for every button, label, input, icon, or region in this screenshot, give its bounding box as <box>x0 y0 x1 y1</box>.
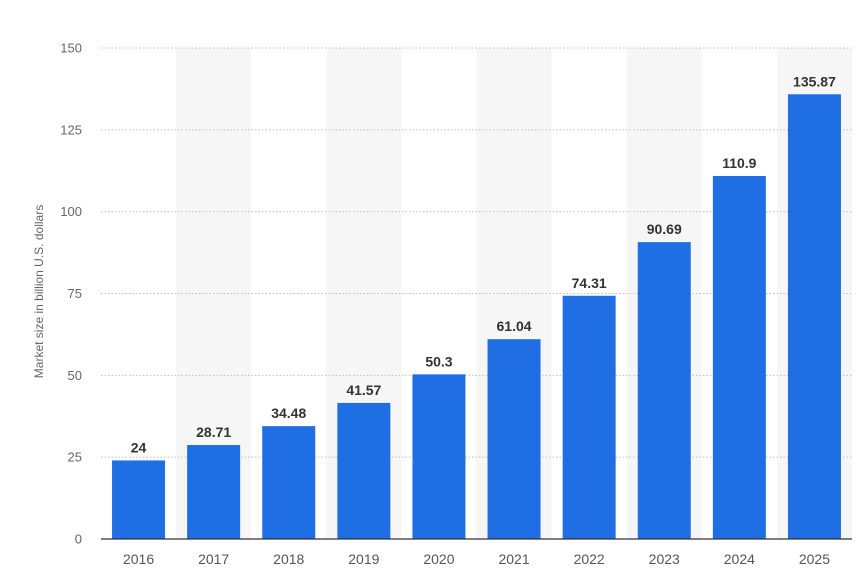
bars <box>112 94 841 539</box>
y-tick-label-75: 75 <box>68 286 82 301</box>
y-tick-label-150: 150 <box>60 41 82 56</box>
y-tick-label-100: 100 <box>60 204 82 219</box>
bar-2019 <box>337 402 391 539</box>
y-axis-title: Market size in billion U.S. dollars <box>32 205 46 378</box>
x-tick-label-2017: 2017 <box>198 551 229 567</box>
bar-2018 <box>262 426 316 539</box>
y-tick-label-50: 50 <box>68 368 82 383</box>
bar-2016 <box>112 460 166 539</box>
y-tick-label-125: 125 <box>60 122 82 137</box>
bar-2025 <box>787 94 841 539</box>
data-label-2020: 50.3 <box>425 353 452 369</box>
data-label-2019: 41.57 <box>346 382 381 398</box>
data-label-2018: 34.48 <box>271 405 306 421</box>
data-label-2024: 110.9 <box>722 155 756 171</box>
data-label-2017: 28.71 <box>196 424 231 440</box>
bar-2020 <box>412 374 466 539</box>
bar-2022 <box>562 295 616 539</box>
data-label-2021: 61.04 <box>497 318 532 334</box>
data-labels: 24 28.71 34.48 41.57 50.3 61.04 74.31 90.69 110.… <box>131 73 836 455</box>
x-tick-label-2024: 2024 <box>724 551 755 567</box>
y-tick-label-25: 25 <box>68 450 82 465</box>
bar-2023 <box>637 242 691 539</box>
data-label-2022: 74.31 <box>572 275 607 291</box>
x-tick-label-2025: 2025 <box>799 551 830 567</box>
y-axis-ticks: 0 25 50 75 100 125 150 <box>60 41 82 547</box>
x-tick-label-2021: 2021 <box>498 551 529 567</box>
x-axis-ticks: 2016 2017 2018 2019 2020 2021 2022 2023 2024 2025 <box>123 551 830 567</box>
x-tick-label-2022: 2022 <box>574 551 605 567</box>
x-tick-label-2018: 2018 <box>273 551 304 567</box>
x-tick-label-2019: 2019 <box>348 551 379 567</box>
gridlines <box>101 47 852 458</box>
data-label-2023: 90.69 <box>647 221 682 237</box>
bar-2024 <box>712 175 766 539</box>
x-tick-label-2016: 2016 <box>123 551 154 567</box>
y-tick-label-0: 0 <box>75 532 82 547</box>
x-tick-label-2023: 2023 <box>649 551 680 567</box>
data-label-2016: 24 <box>131 439 147 455</box>
bar-2021 <box>487 339 541 539</box>
x-tick-label-2020: 2020 <box>423 551 454 567</box>
bar-2017 <box>187 445 241 539</box>
data-label-2025: 135.87 <box>793 73 836 89</box>
